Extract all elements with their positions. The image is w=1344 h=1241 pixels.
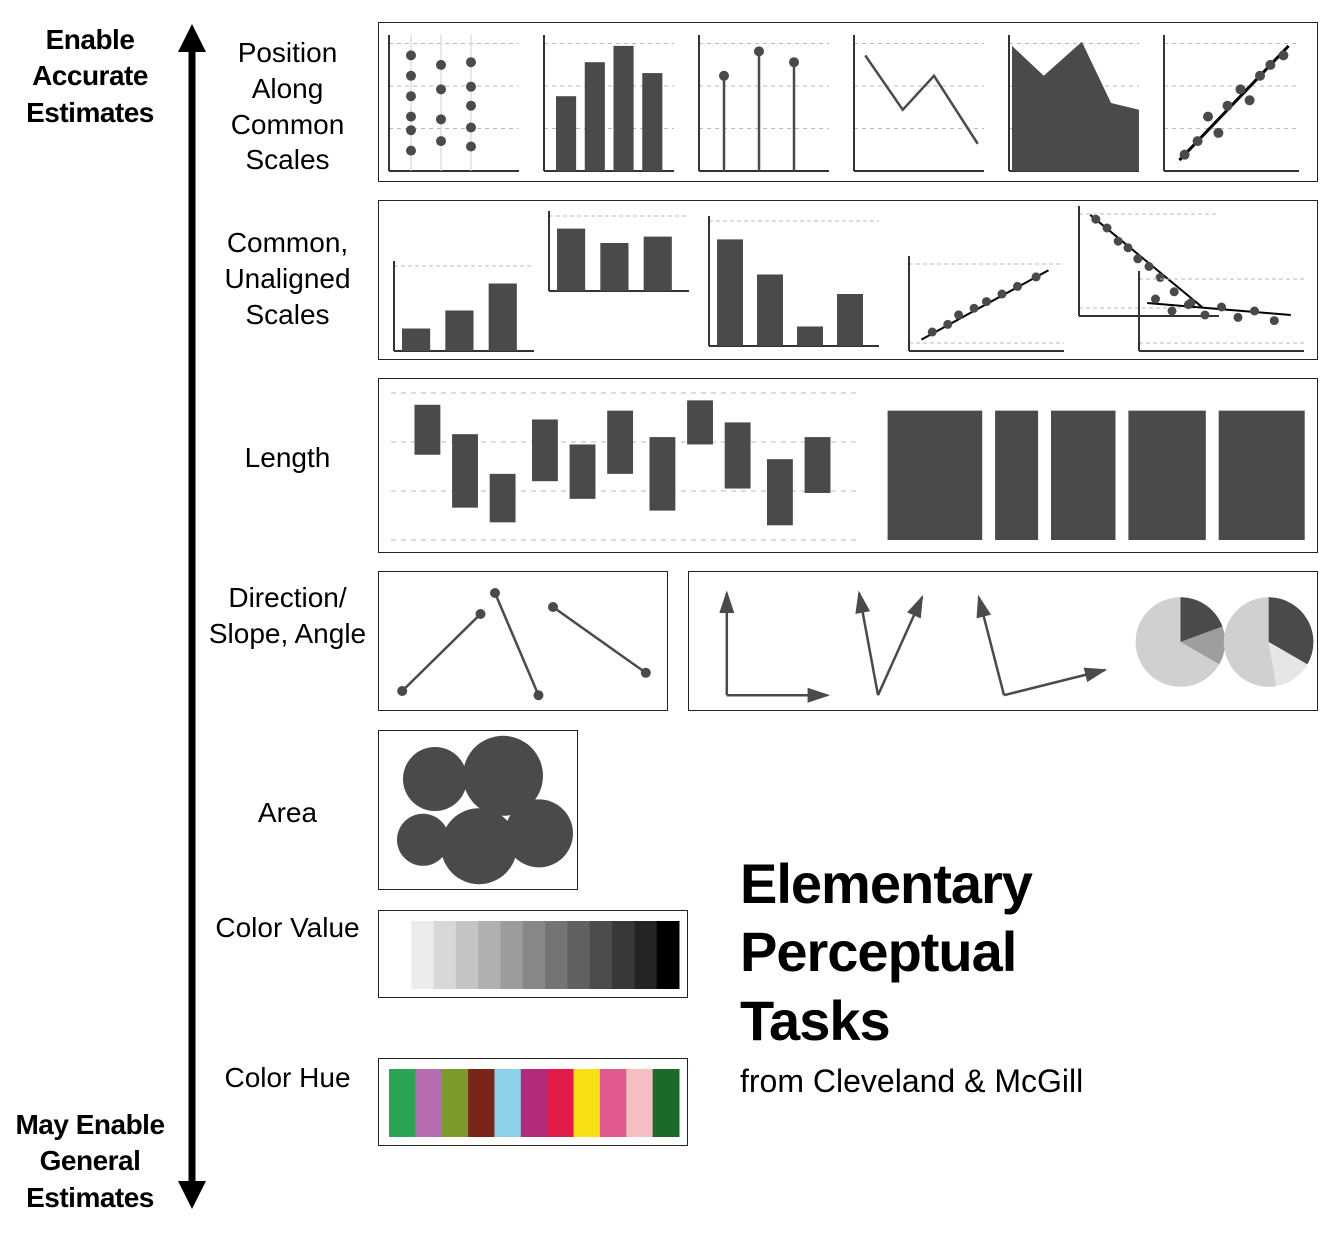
label-direction: Direction/ Slope, Angle	[200, 580, 375, 652]
row-hue-box	[378, 1058, 688, 1146]
title-line2: Perceptual	[740, 918, 1300, 986]
label-length: Length	[200, 440, 375, 476]
row-length-box	[378, 378, 1318, 553]
row-labels: Position Along Common Scales Common, Una…	[200, 0, 375, 1241]
row-direction-slopes-box	[378, 571, 668, 711]
label-hue: Color Hue	[200, 1060, 375, 1096]
diagram-root: Enable Accurate Estimates May Enable Gen…	[0, 0, 1344, 1241]
title-line1: Elementary	[740, 850, 1300, 918]
label-area: Area	[200, 795, 375, 831]
title-block: Elementary Perceptual Tasks from Clevela…	[740, 850, 1300, 1100]
top-axis-label: Enable Accurate Estimates	[0, 22, 180, 131]
bottom-axis-label: May Enable General Estimates	[0, 1107, 180, 1216]
row-value-box	[378, 910, 688, 998]
label-unaligned: Common, Unaligned Scales	[200, 225, 375, 332]
row-position-box	[378, 22, 1318, 182]
row-area-box	[378, 730, 578, 890]
row-direction-angles-box	[688, 571, 1318, 711]
row-unaligned-box	[378, 200, 1318, 360]
label-value: Color Value	[200, 910, 375, 946]
title-line3: Tasks	[740, 987, 1300, 1055]
title-sub: from Cleveland & McGill	[740, 1063, 1300, 1100]
label-position: Position Along Common Scales	[200, 35, 375, 178]
